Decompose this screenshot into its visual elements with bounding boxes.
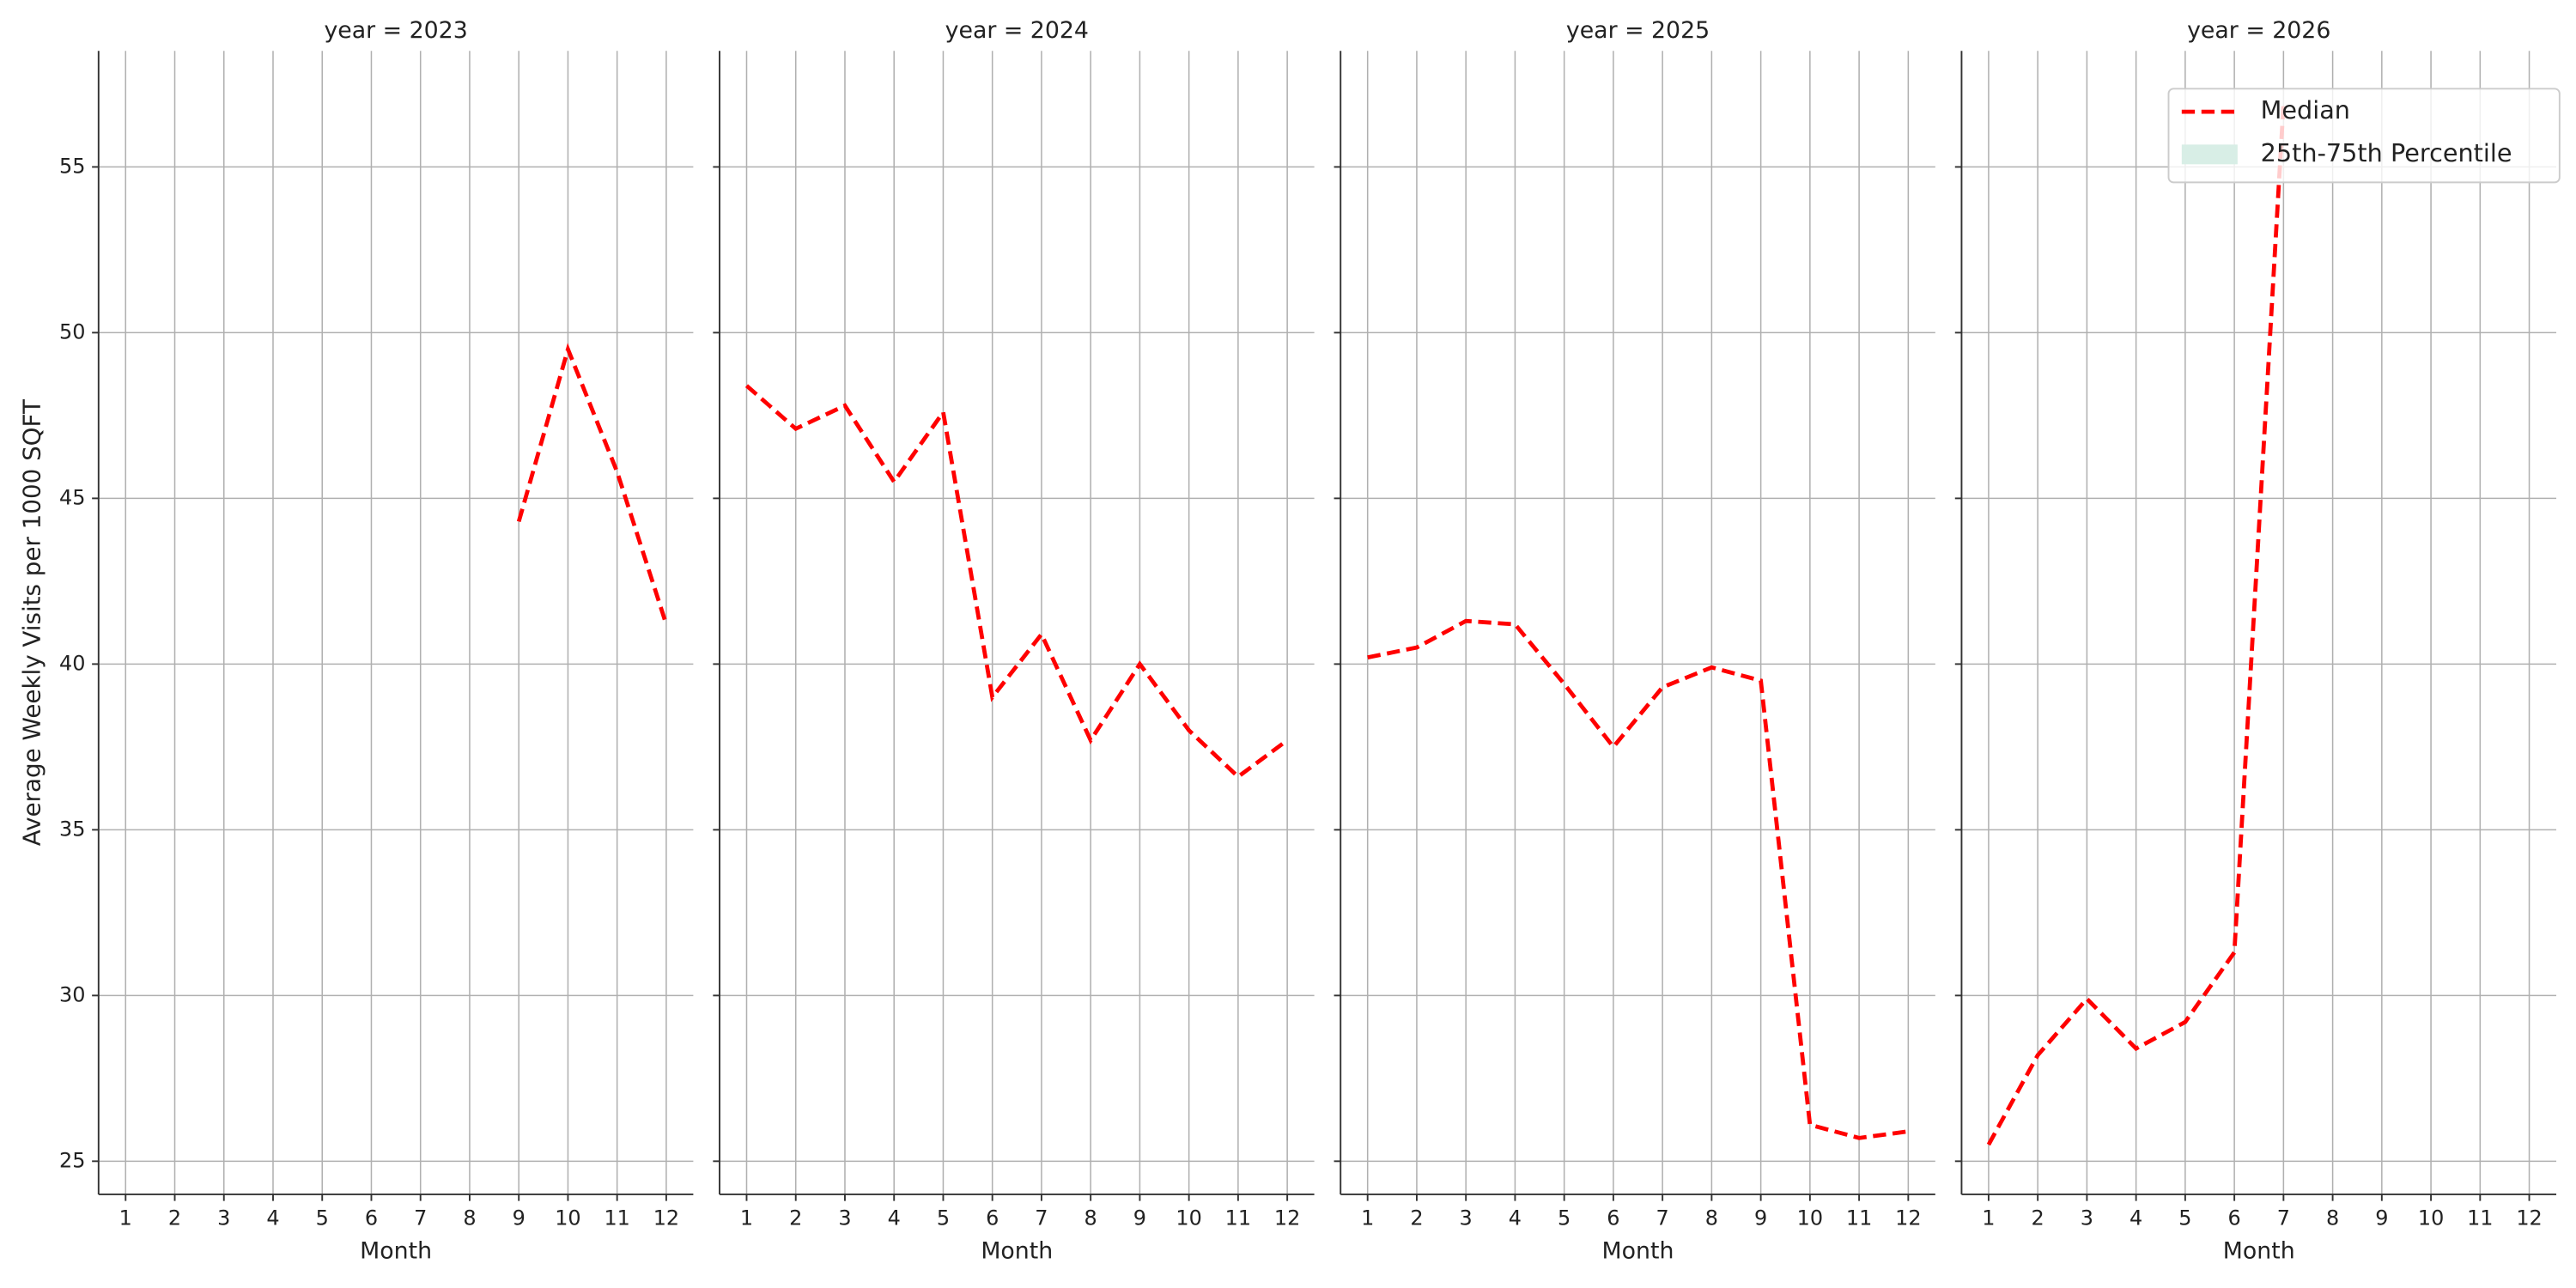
legend-label: Median	[2261, 95, 2350, 125]
x-tick-label: 2	[1410, 1206, 1423, 1230]
legend-swatch	[2181, 144, 2238, 165]
x-axis-label: Month	[360, 1237, 432, 1264]
panel-title: year = 2023	[324, 17, 467, 44]
x-tick-label: 3	[217, 1206, 230, 1230]
median-line	[744, 384, 1289, 780]
x-tick-label: 10	[2418, 1206, 2444, 1230]
legend: Median 25th-75th Percentile	[2167, 88, 2561, 184]
x-tick-label: 12	[2516, 1206, 2542, 1230]
y-tick-label: 50	[59, 319, 85, 343]
x-tick-label: 9	[1754, 1206, 1767, 1230]
x-tick-label: 5	[316, 1206, 329, 1230]
y-tick-label: 55	[59, 154, 85, 178]
x-tick-label: 8	[1705, 1206, 1718, 1230]
x-tick-label: 1	[1982, 1206, 1995, 1230]
y-axis-label: Average Weekly Visits per 1000 SQFT	[17, 398, 46, 846]
x-tick-label: 7	[1035, 1206, 1048, 1230]
median-line	[1367, 618, 1909, 1140]
x-tick-label: 8	[1084, 1206, 1097, 1230]
x-tick-label: 8	[463, 1206, 476, 1230]
x-axis-label: Month	[1602, 1237, 1674, 1264]
x-tick-label: 7	[1656, 1206, 1669, 1230]
x-tick-label: 12	[1895, 1206, 1921, 1230]
x-tick-label: 4	[888, 1206, 901, 1230]
x-tick-label: 11	[1225, 1206, 1251, 1230]
panel-title: year = 2026	[2187, 17, 2330, 44]
x-axis-label: Month	[2223, 1237, 2295, 1264]
x-axis-label: Month	[981, 1237, 1053, 1264]
x-tick-label: 3	[838, 1206, 851, 1230]
median-line	[516, 343, 669, 625]
x-tick-label: 1	[119, 1206, 132, 1230]
x-tick-label: 10	[555, 1206, 580, 1230]
x-tick-label: 8	[2326, 1206, 2339, 1230]
x-tick-label: 11	[2467, 1206, 2493, 1230]
x-tick-label: 10	[1797, 1206, 1823, 1230]
x-tick-label: 3	[2081, 1206, 2093, 1230]
x-tick-label: 4	[2129, 1206, 2142, 1230]
x-tick-label: 1	[1361, 1206, 1374, 1230]
x-tick-label: 12	[653, 1206, 679, 1230]
x-tick-label: 4	[266, 1206, 279, 1230]
x-tick-label: 7	[414, 1206, 427, 1230]
x-tick-label: 6	[2228, 1206, 2241, 1230]
legend-label: 25th-75th Percentile	[2261, 138, 2512, 167]
x-tick-label: 3	[1460, 1206, 1473, 1230]
x-tick-label: 9	[2375, 1206, 2388, 1230]
x-tick-label: 2	[168, 1206, 181, 1230]
x-tick-label: 7	[2277, 1206, 2290, 1230]
x-tick-label: 5	[2178, 1206, 2191, 1230]
x-tick-label: 5	[937, 1206, 950, 1230]
y-tick-label: 25	[59, 1148, 85, 1172]
panel-title: year = 2025	[1566, 17, 1710, 44]
x-tick-label: 2	[789, 1206, 802, 1230]
legend-box	[2167, 88, 2561, 184]
x-tick-label: 5	[1558, 1206, 1571, 1230]
y-tick-label: 30	[59, 982, 85, 1006]
x-tick-label: 11	[604, 1206, 629, 1230]
x-tick-label: 2	[2032, 1206, 2044, 1230]
y-tick-label: 35	[59, 817, 85, 841]
x-tick-label: 10	[1176, 1206, 1201, 1230]
x-tick-label: 4	[1509, 1206, 1522, 1230]
x-tick-label: 11	[1846, 1206, 1872, 1230]
x-tick-label: 9	[513, 1206, 526, 1230]
y-tick-label: 40	[59, 651, 85, 675]
x-tick-label: 1	[740, 1206, 753, 1230]
median-line	[1986, 103, 2286, 1146]
x-tick-label: 6	[986, 1206, 999, 1230]
x-tick-label: 6	[365, 1206, 378, 1230]
x-tick-label: 6	[1607, 1206, 1619, 1230]
x-tick-label: 12	[1274, 1206, 1300, 1230]
panel-title: year = 2024	[945, 17, 1089, 44]
y-tick-label: 45	[59, 485, 85, 509]
x-tick-label: 9	[1133, 1206, 1146, 1230]
